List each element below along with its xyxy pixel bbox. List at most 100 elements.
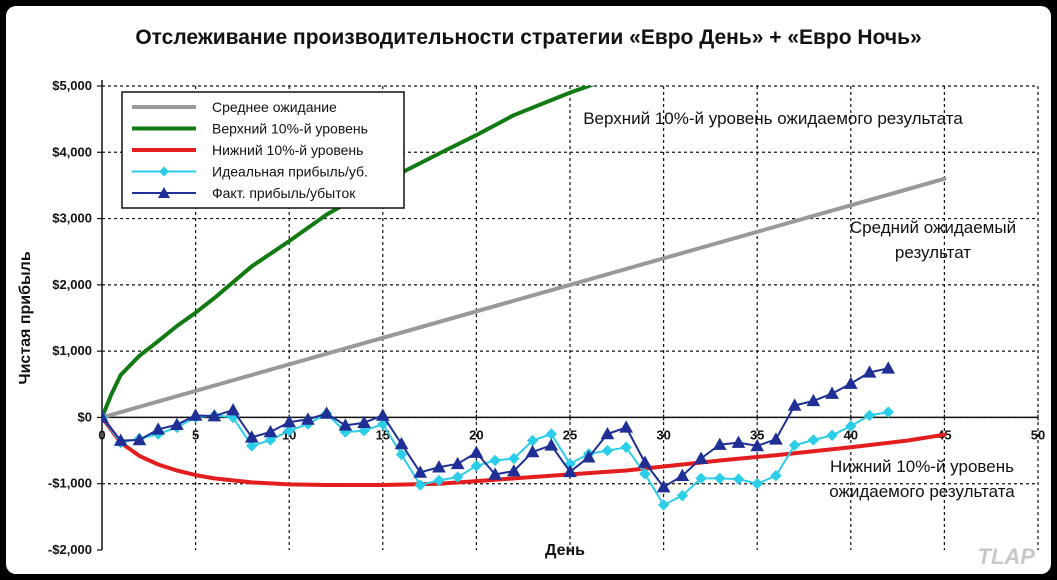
- data-point-triangle: [656, 479, 671, 493]
- legend-label: Среднее ожидание: [212, 99, 337, 115]
- chart-annotation: Средний ожидаемый: [850, 218, 1016, 237]
- data-point-triangle: [619, 420, 634, 433]
- data-point-triangle: [825, 386, 839, 399]
- chart-annotation: Верхний 10%-й уровень ожидаемого результ…: [583, 109, 963, 128]
- data-point-diamond: [788, 439, 801, 451]
- data-point-diamond: [695, 472, 707, 485]
- data-point-triangle: [806, 393, 821, 407]
- x-tick-label: 0: [98, 427, 105, 442]
- data-point-diamond: [639, 468, 651, 480]
- data-point-diamond: [377, 418, 389, 430]
- x-tick-label: 35: [750, 427, 764, 442]
- data-point-triangle: [375, 408, 390, 421]
- data-point-triangle: [694, 451, 708, 464]
- data-point-triangle: [113, 433, 128, 446]
- series-line: [102, 415, 947, 487]
- y-tick-label: -$2,000: [48, 542, 92, 557]
- data-point-diamond: [620, 441, 632, 453]
- data-point-triangle: [488, 467, 502, 480]
- data-point-diamond: [845, 420, 857, 432]
- data-point-triangle: [394, 436, 409, 450]
- data-point-diamond: [770, 470, 782, 482]
- data-point-triangle: [712, 437, 727, 450]
- legend-label: Идеальная прибыль/уб.: [212, 164, 368, 180]
- data-point-diamond: [751, 478, 763, 490]
- x-tick-label: 25: [563, 427, 577, 442]
- data-point-triangle: [469, 445, 484, 458]
- legend-marker-triangle: [158, 187, 170, 198]
- series-line: [102, 176, 947, 420]
- data-point-diamond: [732, 473, 745, 485]
- data-point-triangle: [731, 435, 746, 448]
- data-point-triangle: [188, 408, 203, 421]
- data-point-triangle: [432, 460, 446, 473]
- legend-label: Факт. прибыль/убыток: [212, 185, 356, 201]
- data-point-triangle: [787, 398, 802, 411]
- chart-annotation: Нижний 10%-й уровень: [830, 457, 1014, 476]
- y-tick-label: $4,000: [52, 144, 92, 159]
- series-line: [102, 86, 595, 420]
- data-point-triangle: [151, 422, 166, 435]
- data-point-triangle: [506, 464, 521, 477]
- data-point-diamond: [863, 409, 876, 422]
- data-point-diamond: [451, 471, 464, 483]
- data-point-triangle: [338, 418, 353, 431]
- data-point-triangle: [263, 424, 278, 438]
- x-tick-label: 20: [469, 427, 483, 442]
- data-point-triangle: [413, 465, 428, 478]
- data-point-triangle: [319, 406, 334, 419]
- y-tick-label: $5,000: [52, 78, 92, 93]
- data-point-triangle: [675, 468, 690, 482]
- data-point-diamond: [807, 434, 820, 446]
- data-point-diamond: [714, 472, 726, 485]
- data-point-triangle: [600, 426, 615, 440]
- data-point-triangle: [525, 444, 540, 458]
- data-point-diamond: [826, 429, 838, 442]
- data-point-diamond: [395, 448, 408, 461]
- x-axis-label: День: [545, 542, 585, 559]
- x-tick-label: 40: [844, 427, 858, 442]
- data-point-triangle: [581, 450, 596, 463]
- watermark-logo: TLAP: [977, 544, 1035, 569]
- data-point-diamond: [470, 460, 483, 472]
- data-point-triangle: [862, 365, 877, 378]
- data-point-diamond: [545, 428, 557, 440]
- y-tick-label: -$1,000: [48, 476, 92, 491]
- series-group: [102, 406, 894, 511]
- y-tick-label: $0: [78, 409, 92, 424]
- data-point-triangle: [102, 410, 109, 423]
- data-point-triangle: [544, 438, 559, 451]
- data-point-triangle: [563, 464, 577, 478]
- series-group: [102, 361, 896, 493]
- data-point-triangle: [282, 415, 297, 428]
- legend-label: Верхний 10%-й уровень: [212, 121, 368, 137]
- data-point-triangle: [226, 403, 240, 416]
- data-point-diamond: [882, 406, 894, 418]
- data-point-triangle: [207, 409, 222, 422]
- chart-annotation: результат: [895, 243, 971, 262]
- chart-annotation: ожидаемого результата: [829, 482, 1015, 501]
- series-group: [102, 86, 595, 420]
- x-tick-label: 5: [192, 427, 199, 442]
- data-point-diamond: [283, 424, 295, 437]
- data-point-triangle: [357, 415, 371, 429]
- data-point-triangle: [769, 432, 783, 445]
- y-axis-label: Чистая прибыль: [17, 251, 34, 384]
- data-point-diamond: [246, 440, 258, 452]
- data-point-diamond: [358, 424, 370, 437]
- data-point-triangle: [638, 455, 652, 468]
- data-point-triangle: [170, 417, 184, 431]
- x-tick-label: 30: [656, 427, 670, 442]
- data-point-diamond: [508, 452, 520, 465]
- data-point-triangle: [450, 456, 465, 470]
- data-point-triangle: [132, 432, 147, 446]
- legend-marker-diamond: [159, 166, 169, 177]
- data-point-diamond: [676, 489, 689, 502]
- y-tick-label: $3,000: [52, 211, 92, 226]
- data-point-diamond: [657, 499, 670, 511]
- legend-label: Нижний 10%-й уровень: [212, 142, 363, 158]
- data-point-diamond: [264, 434, 277, 446]
- data-point-triangle: [244, 430, 259, 443]
- y-tick-label: $1,000: [52, 343, 92, 358]
